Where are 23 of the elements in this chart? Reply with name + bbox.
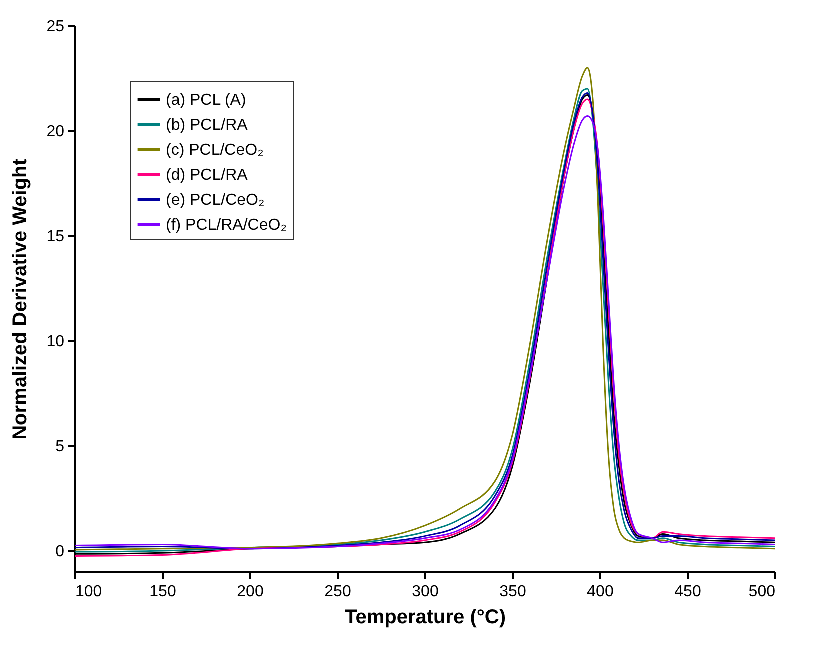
legend-label: (c) PCL/CeO₂ xyxy=(166,142,264,159)
x-tick-label: 300 xyxy=(412,584,439,600)
legend-label: (e) PCL/CeO₂ xyxy=(166,192,265,209)
y-tick-label: 25 xyxy=(46,18,65,36)
y-tick-label: 15 xyxy=(46,228,65,246)
y-tick-label: 10 xyxy=(46,334,65,350)
y-axis-title: Normalized Derivative Weight xyxy=(10,158,32,440)
x-tick-label: 450 xyxy=(674,584,702,600)
x-axis-title: Temperature (°C) xyxy=(345,606,506,628)
legend-label: (b) PCL/RA xyxy=(166,117,248,134)
y-tick-label: 20 xyxy=(46,124,65,140)
x-tick-label: 350 xyxy=(500,584,526,600)
legend-label: (f) PCL/RA/CeO₂ xyxy=(166,217,287,234)
x-tick-label: 150 xyxy=(150,584,176,600)
x-tick-label: 250 xyxy=(324,584,352,600)
x-tick-label: 500 xyxy=(748,584,776,600)
x-tick-label: 100 xyxy=(76,584,102,600)
legend-label: (d) PCL/RA xyxy=(166,167,248,184)
x-tick-label: 400 xyxy=(587,584,614,600)
legend-label: (a) PCL (A) xyxy=(166,92,246,109)
x-tick-label: 200 xyxy=(237,584,264,600)
y-tick-label: 0 xyxy=(56,544,65,560)
y-tick-label: 5 xyxy=(56,438,65,456)
